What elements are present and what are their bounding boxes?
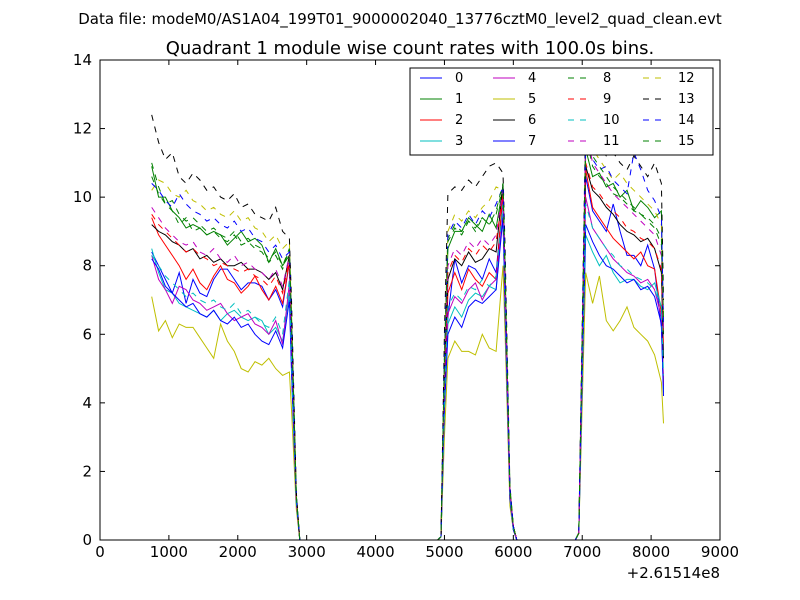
axes-frame (99, 59, 721, 541)
series-line-6 (151, 166, 664, 541)
series-line-3 (151, 210, 664, 541)
y-tick-label: 6 (82, 325, 92, 343)
y-tick-label: 4 (82, 394, 92, 412)
series-line-4 (151, 196, 664, 541)
legend-label-2: 2 (455, 113, 463, 128)
legend-label-6: 6 (528, 113, 536, 128)
x-tick-label: 7000 (563, 543, 601, 561)
y-tick-label: 0 (82, 531, 92, 549)
legend-label-15: 15 (678, 134, 695, 149)
x-tick-label: 6000 (494, 543, 532, 561)
x-tick-label: 2000 (219, 543, 257, 561)
legend-label-10: 10 (603, 113, 620, 128)
y-tick-label: 10 (73, 188, 92, 206)
series-line-12 (151, 131, 664, 541)
plot-series (151, 114, 664, 541)
legend-label-0: 0 (455, 71, 463, 86)
legend-label-14: 14 (678, 113, 695, 128)
legend-label-4: 4 (528, 71, 536, 86)
y-tick-label: 14 (73, 51, 92, 69)
series-line-5 (151, 265, 664, 541)
legend-label-1: 1 (455, 92, 463, 107)
x-tick-label: 4000 (356, 543, 394, 561)
series-line-10 (151, 203, 664, 541)
x-offset-label: +2.61514e8 (627, 564, 720, 582)
x-tick-label: 1000 (150, 543, 188, 561)
legend-label-9: 9 (603, 92, 611, 107)
series-line-15 (151, 138, 664, 541)
legend-label-7: 7 (528, 134, 536, 149)
x-tick-label: 5000 (425, 543, 463, 561)
series-line-2 (151, 169, 664, 541)
series-line-1 (151, 148, 664, 541)
x-tick-label: 9000 (701, 543, 739, 561)
legend-label-11: 11 (603, 134, 620, 149)
y-tick-label: 2 (82, 462, 92, 480)
series-line-13 (151, 114, 664, 541)
x-tick-label: 8000 (632, 543, 670, 561)
x-tick-label: 3000 (288, 543, 326, 561)
series-line-8 (151, 135, 664, 541)
legend-label-13: 13 (678, 92, 695, 107)
legend-label-8: 8 (603, 71, 611, 86)
suptitle: Data file: modeM0/AS1A04_199T01_90000020… (78, 10, 722, 29)
legend-frame (409, 67, 714, 156)
series-line-9 (151, 162, 664, 541)
legend-label-12: 12 (678, 71, 695, 86)
y-tick-label: 12 (73, 120, 92, 138)
x-tick-label: 0 (95, 543, 105, 561)
series-line-11 (151, 128, 664, 541)
legend-label-5: 5 (528, 92, 536, 107)
y-tick-label: 8 (82, 257, 92, 275)
legend-label-3: 3 (455, 134, 463, 149)
series-line-0 (151, 176, 664, 541)
x-axis: 0 1000 2000 3000 4000 5000 6000 7000 8000 9000 (95, 60, 739, 561)
chart-title: Quadrant 1 module wise count rates with … (166, 38, 655, 59)
